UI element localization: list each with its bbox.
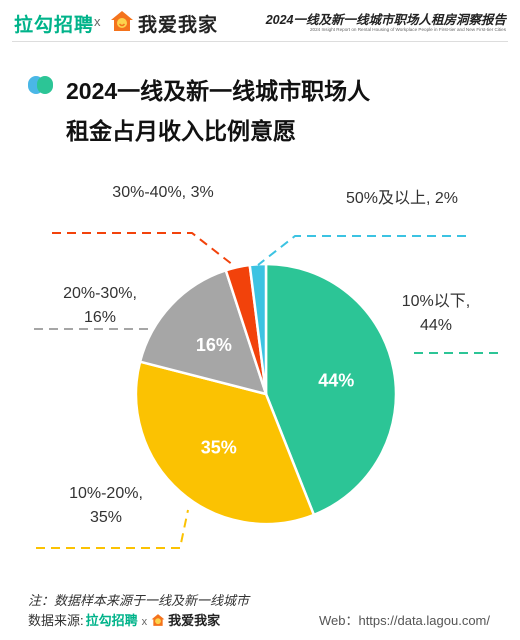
header-divider	[12, 41, 508, 42]
pie-slice-1	[134, 360, 316, 526]
report-header: 拉勾招聘 x 我爱我家 2024一线及新一线城市职场人租房洞察报告 2024 I…	[0, 0, 520, 44]
house-icon-small	[151, 614, 165, 626]
source-lagou: 拉勾招聘	[85, 613, 138, 628]
callout-label-3: 30%-40%, 3%	[112, 184, 213, 201]
leader-line-1	[36, 509, 189, 549]
slice-label-1: 35%	[201, 438, 237, 458]
leader-line-4	[257, 235, 466, 266]
report-subtitle: 2024 Insight Report on Rental Housing of…	[309, 27, 506, 32]
footer-website: Web：https://data.lagou.com/	[318, 613, 490, 628]
callout-label-2: 20%-30%, 16%	[63, 285, 137, 326]
title-bullet-icon	[28, 76, 54, 94]
leader-line-3	[52, 232, 234, 266]
chart-title-line2: 租金占月收入比例意愿	[66, 118, 296, 144]
pie-slice-0	[264, 262, 398, 517]
callout-label-0: 10%以下, 44%	[402, 293, 470, 334]
5i5j-logo-text: 我爱我家	[138, 15, 219, 36]
house-icon	[111, 11, 133, 31]
logo-separator: x	[94, 14, 101, 29]
footer-source: 数据来源: 拉勾招聘 x 我爱我家	[28, 610, 220, 629]
footer-note: 注：数据样本来源于一线及新一线城市	[28, 593, 250, 608]
source-separator: x	[141, 616, 148, 628]
pie-slice-2	[138, 269, 268, 396]
callout-label-1: 10%-20%, 35%	[69, 485, 143, 526]
report-title: 2024一线及新一线城市职场人租房洞察报告	[265, 13, 506, 27]
slice-label-0: 44%	[318, 371, 354, 391]
slice-label-2: 16%	[196, 335, 232, 355]
lagou-logo: 拉勾招聘	[14, 15, 95, 36]
source-5i5j: 我爱我家	[168, 613, 221, 628]
source-label: 数据来源:	[28, 613, 84, 628]
callout-label-4: 50%及以上, 2%	[346, 189, 458, 207]
chart-title-line1: 2024一线及新一线城市职场人	[66, 78, 371, 104]
